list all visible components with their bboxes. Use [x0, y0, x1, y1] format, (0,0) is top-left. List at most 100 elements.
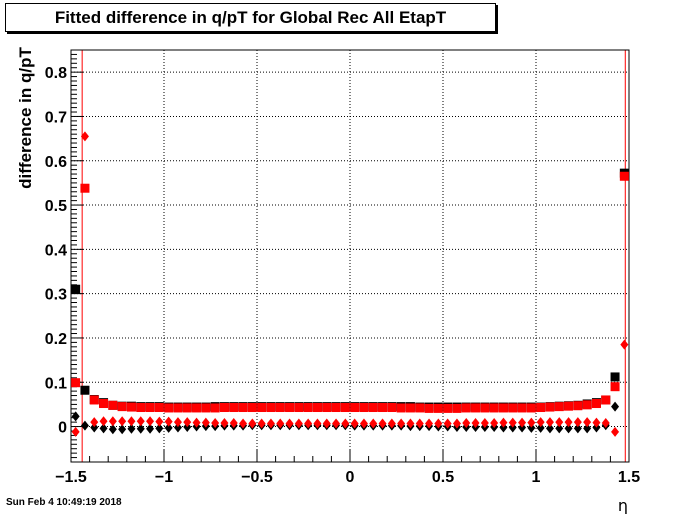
data-point-square — [312, 403, 322, 413]
y-tick-label: 0.5 — [45, 198, 67, 215]
data-point-square — [71, 284, 81, 294]
data-point-square — [201, 403, 211, 413]
data-point-diamond — [499, 417, 508, 428]
data-point-diamond — [90, 422, 99, 433]
data-point-diamond — [294, 418, 303, 429]
data-point-diamond — [220, 418, 229, 429]
data-point-square — [498, 403, 508, 413]
data-point-diamond — [99, 416, 108, 427]
data-point-diamond — [90, 417, 99, 428]
data-point-square — [591, 399, 601, 409]
data-point-square — [350, 403, 360, 413]
data-point-diamond — [266, 418, 275, 429]
data-point-square — [303, 403, 313, 413]
data-point-diamond — [611, 401, 620, 412]
data-point-square — [517, 403, 527, 413]
data-point-diamond — [183, 417, 192, 428]
data-point-diamond — [434, 418, 443, 429]
x-tick-label: 0.5 — [432, 469, 454, 486]
data-point-diamond — [108, 416, 117, 427]
data-point-square — [164, 403, 174, 413]
data-point-diamond — [80, 131, 89, 142]
x-tick-label: −1.5 — [55, 469, 87, 486]
y-tick-label: 0 — [58, 420, 67, 437]
data-point-diamond — [341, 418, 350, 429]
data-point-diamond — [229, 418, 238, 429]
data-point-square — [285, 403, 295, 413]
data-point-diamond — [192, 417, 201, 428]
data-point-diamond — [462, 418, 471, 429]
data-point-diamond — [545, 423, 554, 434]
data-point-diamond — [322, 418, 331, 429]
data-point-square — [238, 403, 248, 413]
data-point-diamond — [564, 417, 573, 428]
data-point-diamond — [127, 423, 136, 434]
data-point-diamond — [406, 418, 415, 429]
data-point-square — [368, 403, 378, 413]
data-point-square — [443, 403, 453, 413]
data-point-square — [340, 403, 350, 413]
data-point-square — [136, 403, 146, 413]
data-point-square — [526, 403, 536, 413]
data-point-diamond — [443, 418, 452, 429]
data-point-square — [229, 403, 239, 413]
data-point-square — [554, 402, 564, 412]
data-point-square — [173, 403, 183, 413]
data-point-diamond — [397, 418, 406, 429]
data-point-diamond — [108, 424, 117, 435]
data-point-square — [99, 399, 109, 409]
data-point-diamond — [164, 422, 173, 433]
data-point-diamond — [564, 423, 573, 434]
y-tick-label: 0.7 — [45, 109, 67, 126]
data-point-diamond — [276, 418, 285, 429]
data-point-diamond — [555, 417, 564, 428]
data-point-diamond — [304, 418, 313, 429]
data-point-square — [601, 395, 611, 405]
data-point-square — [322, 403, 332, 413]
data-point-square — [294, 403, 304, 413]
data-point-diamond — [387, 418, 396, 429]
data-point-diamond — [313, 418, 322, 429]
data-point-diamond — [480, 418, 489, 429]
data-point-diamond — [99, 423, 108, 434]
data-point-square — [508, 403, 518, 413]
data-point-square — [619, 171, 629, 181]
data-point-diamond — [490, 418, 499, 429]
data-point-diamond — [155, 416, 164, 427]
data-point-diamond — [164, 416, 173, 427]
data-point-diamond — [583, 423, 592, 434]
data-point-diamond — [359, 418, 368, 429]
data-point-square — [126, 402, 136, 412]
data-point-diamond — [201, 417, 210, 428]
data-point-diamond — [527, 422, 536, 433]
data-point-square — [247, 403, 257, 413]
data-point-diamond — [425, 418, 434, 429]
data-point-diamond — [136, 423, 145, 434]
data-point-diamond — [508, 417, 517, 428]
x-tick-label: 1 — [532, 469, 541, 486]
data-point-square — [480, 403, 490, 413]
data-point-diamond — [583, 417, 592, 428]
y-tick-label: 0.2 — [45, 331, 67, 348]
data-point-diamond — [118, 416, 127, 427]
data-point-square — [182, 403, 192, 413]
y-tick-label: 0.8 — [45, 65, 67, 82]
data-point-square — [433, 403, 443, 413]
data-point-diamond — [71, 411, 80, 422]
data-point-square — [536, 403, 546, 413]
data-point-diamond — [573, 423, 582, 434]
data-point-square — [461, 403, 471, 413]
footer-timestamp: Sun Feb 4 10:49:19 2018 — [6, 497, 122, 508]
data-point-square — [89, 395, 99, 405]
data-point-diamond — [155, 423, 164, 434]
x-axis-label: η — [618, 496, 628, 514]
data-point-diamond — [536, 417, 545, 428]
data-point-square — [192, 403, 202, 413]
data-point-diamond — [248, 418, 257, 429]
y-tick-label: 0.3 — [45, 287, 67, 304]
data-point-diamond — [545, 417, 554, 428]
y-tick-label: 0.6 — [45, 154, 67, 171]
data-point-square — [117, 402, 127, 412]
data-point-square — [424, 403, 434, 413]
